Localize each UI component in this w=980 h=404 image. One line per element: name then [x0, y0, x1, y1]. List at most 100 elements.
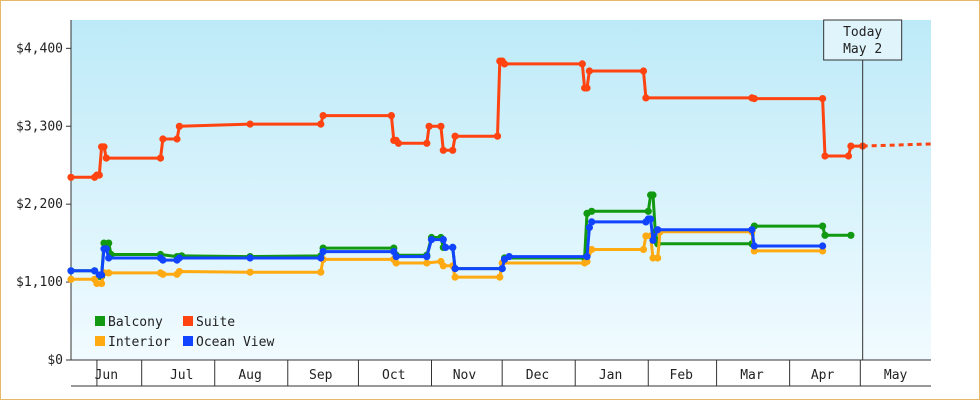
x-tick-label: Jun [95, 368, 118, 383]
data-point [95, 171, 103, 179]
data-point [156, 154, 165, 162]
legend-label-ocean-view: Ocean View [196, 335, 274, 350]
projection-line [862, 142, 932, 148]
data-point [451, 265, 459, 273]
data-point [819, 95, 827, 103]
data-point [317, 268, 325, 276]
data-point [748, 226, 756, 234]
data-point [175, 122, 183, 130]
axes: $0 $1,100 $2,200 $3,300 $4,400 Jun Jul Aug Sep Oc… [16, 20, 931, 387]
data-point [819, 242, 827, 250]
data-point [98, 279, 106, 288]
legend-swatch-suite [183, 316, 193, 326]
x-tick-label: May [884, 368, 908, 383]
data-point [844, 152, 853, 160]
x-tick-label: Sep [309, 368, 333, 383]
data-point [319, 112, 327, 120]
legend-label-suite: Suite [196, 315, 235, 330]
legend-label-interior: Interior [108, 335, 171, 350]
series-layer [67, 57, 932, 288]
data-point [449, 243, 457, 251]
data-point [439, 236, 447, 244]
data-point [425, 122, 433, 130]
y-tick-label: $1,100 [16, 275, 63, 290]
x-tick-label: Oct [382, 368, 405, 383]
data-point [498, 265, 506, 273]
data-point [423, 253, 431, 261]
data-point [639, 67, 648, 75]
data-point [588, 207, 596, 215]
data-point [451, 132, 459, 140]
data-point [647, 215, 655, 223]
plot-area [71, 20, 931, 360]
legend-swatch-balcony [95, 316, 105, 326]
y-tick-label: $0 [47, 353, 63, 368]
legend: Balcony Suite Interior Ocean View [95, 315, 274, 350]
x-tick-label: Nov [453, 368, 477, 383]
data-point [451, 273, 459, 281]
data-point [105, 239, 113, 247]
data-point [159, 256, 167, 264]
x-tick-label: Dec [526, 368, 549, 383]
data-point [102, 154, 110, 162]
data-point [246, 268, 254, 276]
data-point [639, 245, 648, 254]
data-point [821, 152, 829, 160]
data-point [500, 60, 509, 68]
data-point [642, 94, 650, 102]
data-point [98, 271, 106, 279]
data-point [394, 139, 403, 147]
data-point [496, 273, 504, 281]
data-point [750, 95, 758, 103]
data-point [105, 269, 113, 277]
legend-swatch-ocean-view [183, 336, 193, 346]
today-box [823, 19, 903, 61]
data-point [847, 142, 855, 150]
data-point [67, 173, 75, 181]
data-point [439, 146, 447, 154]
data-point [493, 132, 502, 140]
y-tick-label: $2,200 [16, 197, 63, 212]
data-point [585, 67, 594, 75]
data-point [750, 242, 758, 250]
data-point [654, 254, 662, 262]
today-marker: Today May 2 [823, 19, 903, 360]
data-point [159, 135, 167, 143]
series-ocean-view [67, 215, 827, 279]
data-point [427, 236, 436, 244]
data-point [102, 245, 110, 253]
data-point [437, 122, 445, 130]
data-point [819, 222, 827, 230]
data-point [246, 254, 254, 262]
data-point [159, 270, 167, 278]
data-point [644, 207, 652, 215]
x-tick-label: Aug [238, 368, 261, 383]
data-point [67, 275, 75, 283]
data-point [588, 218, 596, 226]
data-point [91, 267, 99, 275]
data-point [585, 223, 594, 232]
x-tick-label: Jul [170, 368, 193, 383]
data-point [100, 143, 108, 151]
data-point [578, 60, 586, 68]
data-point [649, 236, 657, 244]
data-point [317, 254, 325, 262]
data-point [387, 112, 395, 120]
data-point [173, 135, 181, 143]
data-point [442, 243, 450, 251]
data-point [439, 262, 447, 270]
data-point [583, 84, 591, 92]
data-point [392, 253, 400, 261]
y-tick-label: $4,400 [16, 41, 63, 56]
data-point [175, 267, 183, 276]
data-point [319, 248, 327, 256]
data-point [449, 146, 457, 154]
data-point [392, 259, 400, 267]
series-suite [67, 57, 932, 181]
data-point [654, 226, 662, 234]
data-point [821, 231, 829, 239]
data-point [423, 139, 431, 147]
data-point [175, 254, 183, 262]
